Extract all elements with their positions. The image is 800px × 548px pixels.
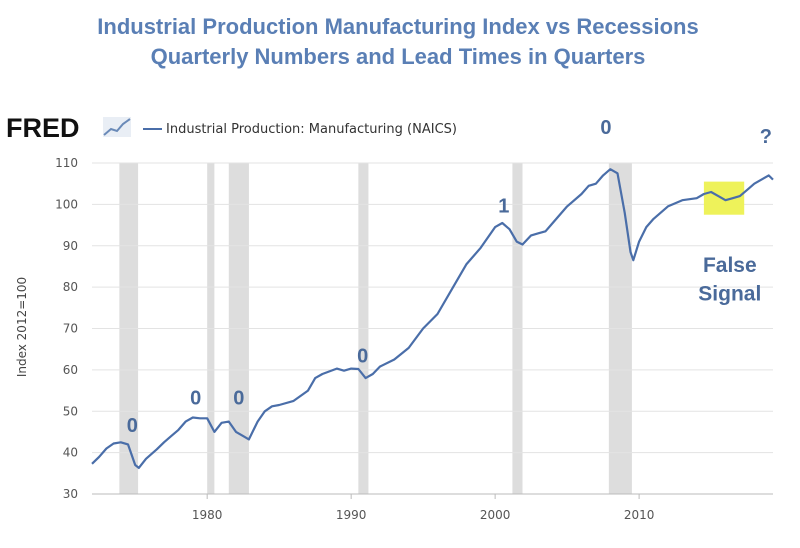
fred-logo: FRED bbox=[6, 113, 131, 143]
y-axis-title: Index 2012=100 bbox=[15, 277, 29, 377]
legend: Industrial Production: Manufacturing (NA… bbox=[143, 122, 457, 137]
annotation-label: Signal bbox=[698, 282, 761, 305]
y-tick-label: 30 bbox=[63, 487, 78, 501]
y-tick-label: 100 bbox=[55, 197, 78, 211]
y-tick-label: 70 bbox=[63, 322, 78, 336]
series-line bbox=[91, 168, 774, 469]
fred-logo-graph-icon bbox=[103, 117, 131, 137]
x-tick-label: 2010 bbox=[624, 508, 655, 522]
annotation-label: 1 bbox=[498, 196, 509, 218]
y-tick-label: 90 bbox=[63, 239, 78, 253]
legend-label: Industrial Production: Manufacturing (NA… bbox=[166, 122, 457, 137]
y-tick-label: 60 bbox=[63, 363, 78, 377]
x-tick-label: 1990 bbox=[336, 508, 367, 522]
annotation-label: 0 bbox=[233, 388, 244, 410]
x-tick-label: 2000 bbox=[480, 508, 511, 522]
annotation-label: ? bbox=[760, 126, 772, 148]
annotation-label: 0 bbox=[190, 388, 201, 410]
y-tick-label: 110 bbox=[55, 156, 78, 170]
y-tick-label: 50 bbox=[63, 404, 78, 418]
annotation-label: 0 bbox=[357, 345, 368, 367]
annotation-label: 0 bbox=[127, 415, 138, 437]
y-tick-label: 40 bbox=[63, 446, 78, 460]
annotation-label: 0 bbox=[600, 117, 611, 139]
annotation-label: False bbox=[703, 254, 757, 277]
chart-title: Industrial Production Manufacturing Inde… bbox=[97, 14, 698, 39]
x-tick-label: 1980 bbox=[192, 508, 223, 522]
fred-logo-text: FRED bbox=[6, 113, 80, 143]
y-tick-label: 80 bbox=[63, 280, 78, 294]
chart-subtitle: Quarterly Numbers and Lead Times in Quar… bbox=[151, 44, 646, 69]
fred-logo-line-icon bbox=[103, 118, 131, 136]
